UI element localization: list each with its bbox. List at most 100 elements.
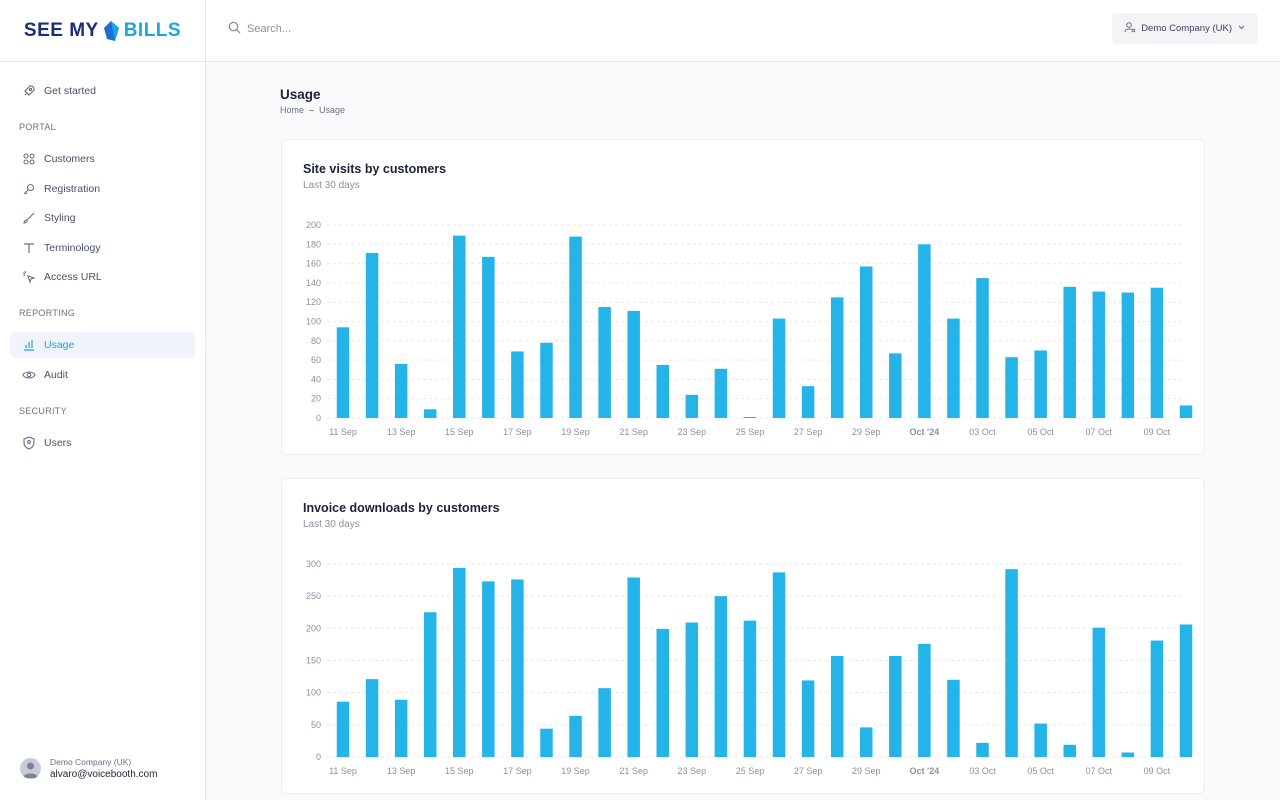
chart-bar[interactable] — [423, 612, 437, 757]
sidebar-item-registration[interactable]: Registration — [10, 176, 195, 202]
chart-bar[interactable] — [423, 409, 437, 418]
x-tick-label: 09 Oct — [1144, 427, 1171, 437]
chart-bar[interactable] — [482, 581, 495, 757]
eye-icon — [22, 368, 36, 382]
chart-bar[interactable] — [656, 364, 670, 418]
y-tick-label: 60 — [311, 355, 321, 365]
chart-bar[interactable] — [482, 256, 495, 418]
chart-bar[interactable] — [685, 622, 699, 757]
company-selector[interactable]: Demo Company (UK) — [1112, 13, 1258, 44]
x-tick-label: 11 Sep — [329, 427, 357, 437]
chart-bar[interactable] — [1179, 405, 1193, 418]
y-tick-label: 100 — [306, 317, 321, 327]
chart-bar[interactable] — [685, 394, 699, 418]
chart-bar[interactable] — [1034, 723, 1047, 757]
chart-bar[interactable] — [714, 368, 728, 418]
sidebar-item-terminology[interactable]: Terminology — [10, 235, 195, 261]
brush-icon — [22, 211, 36, 225]
chart-bar[interactable] — [743, 417, 757, 418]
sidebar-item-label: Usage — [44, 339, 75, 351]
chart-bar[interactable] — [772, 572, 786, 757]
chart-bar[interactable] — [394, 699, 408, 757]
chart-bar[interactable] — [336, 327, 350, 418]
site-visits-card: Site visits by customers Last 30 days 0 2… — [281, 139, 1205, 455]
chart-bar[interactable] — [365, 679, 379, 757]
chart-bar[interactable] — [569, 236, 582, 418]
chart-bar[interactable] — [830, 655, 844, 757]
chart-bar[interactable] — [1150, 640, 1164, 757]
x-tick-label: 05 Oct — [1027, 427, 1054, 437]
chart-bar[interactable] — [947, 318, 960, 418]
chart-bar[interactable] — [1034, 350, 1047, 418]
chart-bar[interactable] — [569, 715, 582, 757]
chart-bar[interactable] — [1063, 286, 1076, 418]
chart-bar[interactable] — [453, 567, 466, 757]
y-tick-label: 20 — [311, 394, 321, 404]
chart-bar[interactable] — [540, 728, 553, 757]
chart-bar[interactable] — [1063, 744, 1076, 757]
sidebar-item-styling[interactable]: Styling — [10, 205, 195, 231]
search-input[interactable]: Search... — [247, 23, 292, 35]
sidebar-item-get-started[interactable]: Get started — [10, 78, 195, 104]
chart-bar[interactable] — [511, 579, 524, 757]
chart-bar[interactable] — [336, 701, 350, 757]
chart-bar[interactable] — [540, 342, 553, 418]
chart-bar[interactable] — [1092, 291, 1106, 418]
chart-bar[interactable] — [627, 310, 640, 418]
chart-title: Invoice downloads by customers — [303, 501, 500, 515]
chart-bar[interactable] — [801, 680, 815, 757]
logo-mark-icon — [103, 20, 119, 41]
chart-bar[interactable] — [859, 727, 873, 757]
logo-text-secondary: BILLS — [123, 19, 182, 41]
sidebar-item-audit[interactable]: Audit — [10, 362, 195, 388]
x-tick-label: 17 Sep — [503, 766, 532, 776]
chart-bar[interactable] — [365, 252, 379, 418]
y-tick-label: 150 — [306, 656, 321, 666]
chart-bar[interactable] — [656, 628, 670, 757]
chart-bar[interactable] — [976, 742, 989, 757]
chart-bar[interactable] — [598, 307, 611, 418]
chart-bar[interactable] — [1150, 287, 1164, 418]
chart-bar[interactable] — [1092, 627, 1106, 757]
cursor-click-icon — [22, 270, 36, 284]
chart-bar[interactable] — [1121, 752, 1135, 757]
chart-bar[interactable] — [1005, 569, 1018, 757]
sidebar-item-label: Registration — [44, 182, 101, 195]
chart-bar[interactable] — [453, 235, 466, 418]
chart-bar[interactable] — [918, 643, 931, 757]
chart-bar[interactable] — [1179, 624, 1193, 757]
breadcrumb-home[interactable]: Home — [280, 105, 305, 115]
chart-bar[interactable] — [801, 386, 815, 418]
y-tick-label: 250 — [306, 591, 321, 601]
y-tick-label: 120 — [306, 297, 321, 307]
x-tick-label: 25 Sep — [736, 427, 765, 437]
chart-bar[interactable] — [859, 266, 873, 418]
chart-bar[interactable] — [918, 244, 931, 418]
y-tick-label: 80 — [311, 336, 321, 346]
sidebar-item-access-url[interactable]: Access URL — [10, 264, 195, 290]
sidebar-item-usage[interactable]: Usage — [10, 332, 195, 358]
chart-bar[interactable] — [889, 655, 902, 757]
search-box[interactable]: Search... — [228, 21, 291, 37]
chart-bar[interactable] — [830, 297, 844, 418]
sidebar-item-customers[interactable]: Customers — [10, 146, 195, 172]
sidebar: SEE MY BILLS Get started PORTAL Customer… — [0, 0, 206, 800]
chart-bar[interactable] — [976, 278, 989, 418]
brand-logo[interactable]: SEE MY BILLS — [0, 0, 205, 62]
x-tick-label: 03 Oct — [969, 766, 996, 776]
chart-bar[interactable] — [394, 363, 408, 418]
chart-bar[interactable] — [598, 688, 611, 757]
chart-bar[interactable] — [1005, 357, 1018, 418]
chart-bar[interactable] — [772, 318, 786, 418]
user-card[interactable]: Demo Company (UK) alvaro@voicebooth.com — [20, 757, 157, 780]
x-tick-label: 15 Sep — [445, 766, 474, 776]
sidebar-item-users[interactable]: Users — [10, 430, 195, 456]
chart-bar[interactable] — [714, 596, 728, 757]
breadcrumb-separator-icon — [309, 105, 315, 115]
chart-bar[interactable] — [511, 351, 524, 418]
chart-bar[interactable] — [743, 620, 757, 757]
chart-bar[interactable] — [1121, 292, 1135, 418]
chart-bar[interactable] — [947, 679, 960, 757]
chart-bar[interactable] — [889, 353, 902, 418]
chart-bar[interactable] — [627, 577, 640, 757]
